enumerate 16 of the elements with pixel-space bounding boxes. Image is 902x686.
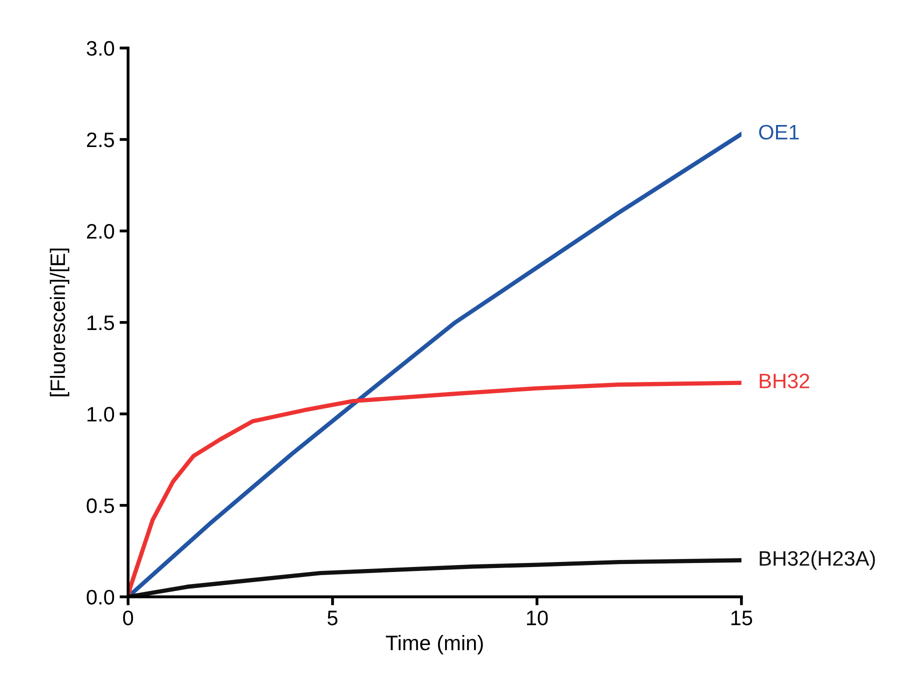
series-label: BH32: [760, 374, 810, 388]
y-tick-label: 0.0: [86, 590, 114, 605]
x-tick-label: 10: [526, 610, 548, 626]
x-tick-label: 0: [123, 610, 134, 626]
x-tick-label: 5: [328, 610, 338, 626]
y-tick-label: 1.0: [88, 406, 114, 422]
x-tick-label: 15: [731, 610, 752, 626]
y-tick-label: 0.5: [86, 498, 114, 514]
x-axis-title: Time (min): [386, 634, 483, 654]
series-label: OE1: [759, 124, 799, 140]
y-tick-label: 1.5: [88, 316, 114, 330]
y-tick-label: 2.5: [86, 132, 114, 148]
y-tick-label: 3.0: [86, 41, 114, 56]
y-axis-title: [Fluorescein]/[E]: [50, 248, 70, 396]
series-label: BH32(H23A): [760, 550, 875, 570]
y-tick-label: 2.0: [86, 224, 114, 239]
